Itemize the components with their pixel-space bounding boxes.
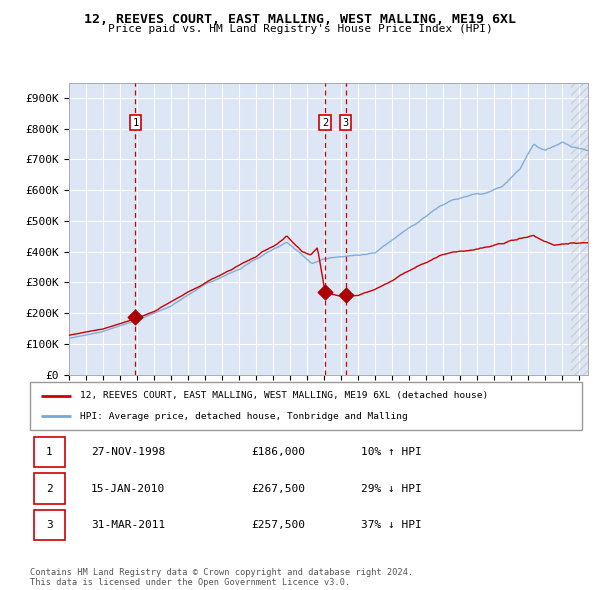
Text: 12, REEVES COURT, EAST MALLING, WEST MALLING, ME19 6XL: 12, REEVES COURT, EAST MALLING, WEST MAL… [84,13,516,26]
Text: 37% ↓ HPI: 37% ↓ HPI [361,520,422,530]
Text: 12, REEVES COURT, EAST MALLING, WEST MALLING, ME19 6XL (detached house): 12, REEVES COURT, EAST MALLING, WEST MAL… [80,391,488,400]
Point [341,291,350,300]
Text: £186,000: £186,000 [251,447,305,457]
FancyBboxPatch shape [30,382,582,430]
FancyBboxPatch shape [34,437,65,467]
Text: 27-NOV-1998: 27-NOV-1998 [91,447,165,457]
Text: 2: 2 [322,117,328,127]
Point [320,288,330,297]
Text: £257,500: £257,500 [251,520,305,530]
Text: 2: 2 [46,484,53,493]
Text: 10% ↑ HPI: 10% ↑ HPI [361,447,422,457]
Text: 3: 3 [46,520,53,530]
Point [131,313,140,322]
FancyBboxPatch shape [34,510,65,540]
Text: 29% ↓ HPI: 29% ↓ HPI [361,484,422,493]
Text: 1: 1 [46,447,53,457]
Text: 31-MAR-2011: 31-MAR-2011 [91,520,165,530]
Text: Contains HM Land Registry data © Crown copyright and database right 2024.
This d: Contains HM Land Registry data © Crown c… [30,568,413,587]
Text: Price paid vs. HM Land Registry's House Price Index (HPI): Price paid vs. HM Land Registry's House … [107,24,493,34]
Text: 3: 3 [343,117,349,127]
Text: £267,500: £267,500 [251,484,305,493]
Text: 1: 1 [132,117,139,127]
Text: HPI: Average price, detached house, Tonbridge and Malling: HPI: Average price, detached house, Tonb… [80,412,407,421]
Text: 15-JAN-2010: 15-JAN-2010 [91,484,165,493]
FancyBboxPatch shape [34,473,65,504]
